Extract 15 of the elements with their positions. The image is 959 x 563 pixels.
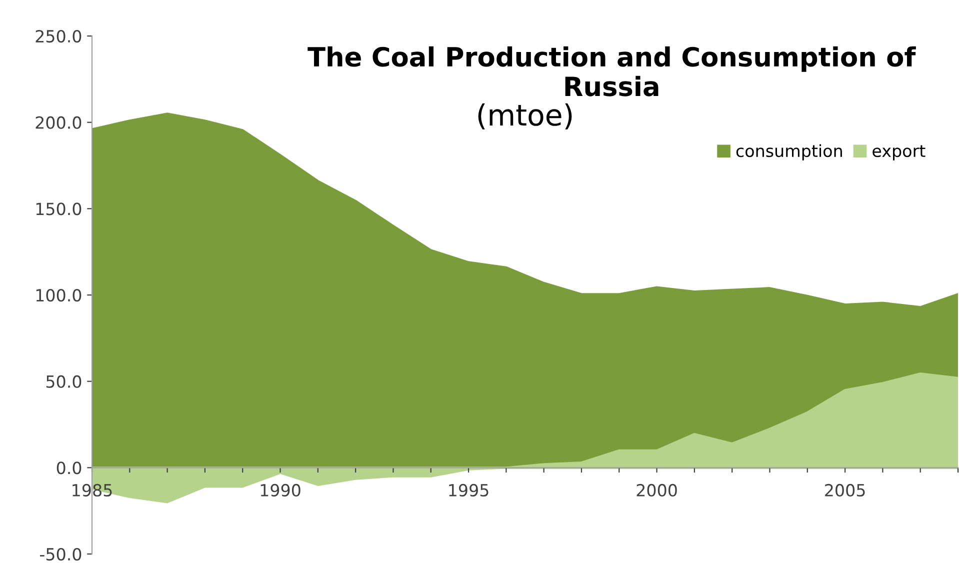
- y-tick-label: 250.0: [36, 30, 82, 43]
- y-tick-label: -50.0: [40, 548, 82, 561]
- y-tick-label: 200.0: [36, 116, 82, 129]
- y-tick-label: 0.0: [56, 462, 82, 474]
- legend-label: consumption: [736, 144, 842, 160]
- x-tick-label: 2000: [636, 484, 677, 497]
- legend-label: export: [872, 145, 926, 160]
- y-tick-label: 100.0: [36, 288, 82, 302]
- x-tick-label: 2005: [825, 484, 865, 497]
- y-tick-label: 150.0: [36, 202, 82, 216]
- text: The Coal Production and Consumption of Russia: [308, 46, 916, 96]
- text: (mtoe): [478, 103, 572, 130]
- x-tick-label: 1990: [260, 484, 300, 497]
- x-tick-label: 1995: [449, 484, 488, 497]
- y-tick-label: 50.0: [46, 375, 82, 388]
